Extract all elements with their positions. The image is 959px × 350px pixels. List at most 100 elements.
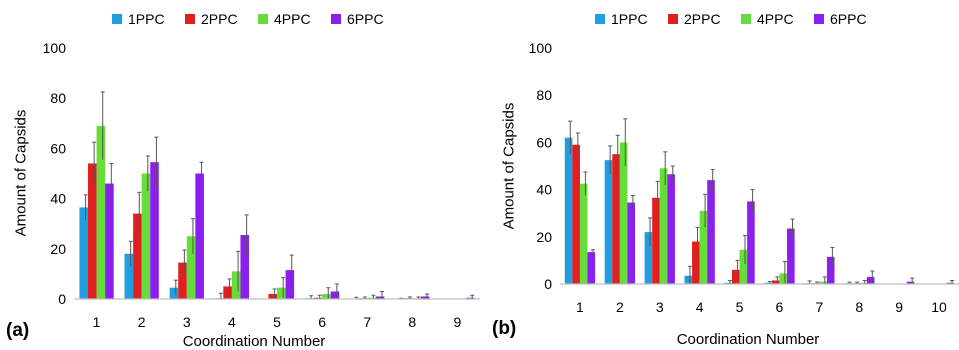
x-axis-title-b: Coordination Number (677, 331, 820, 348)
error-bar (109, 162, 114, 204)
error-bar (379, 290, 384, 299)
y-tick-label-a: 40 (50, 191, 66, 207)
legend-swatch-1ppc (112, 14, 122, 24)
x-tick-label-a: 4 (228, 314, 236, 330)
bar-b-4ppc-3 (659, 168, 668, 284)
error-bar (100, 91, 105, 160)
error-bar (743, 235, 748, 264)
bar-b-6ppc-9 (906, 281, 915, 284)
error-bar (687, 265, 692, 284)
bar-b-6ppc-2 (627, 202, 636, 284)
error-bar (92, 141, 97, 185)
y-tick-label-b: 40 (536, 182, 552, 198)
bar-b-2ppc-2 (612, 154, 620, 284)
error-bar (334, 283, 339, 299)
x-tick-label-b: 6 (776, 299, 784, 315)
bar-b-6ppc-1 (587, 252, 596, 284)
error-bar (648, 217, 653, 247)
legend-swatch-6ppc (331, 14, 341, 24)
error-bar (615, 134, 620, 174)
bar-a-1ppc-1 (79, 207, 88, 299)
x-tick-label-a: 7 (363, 314, 371, 330)
error-bar (371, 294, 376, 299)
error-bar (775, 276, 780, 284)
bar-a-4ppc-5 (277, 287, 286, 299)
bar-a-2ppc-4 (223, 286, 232, 299)
error-bar (154, 136, 159, 188)
bar-a-6ppc-9 (466, 297, 475, 299)
error-bar (317, 294, 322, 299)
error-bar (145, 155, 150, 192)
legend-b: 1PPC 2PPC 4PPC 6PPC (595, 11, 867, 27)
bar-a-2ppc-3 (178, 262, 187, 299)
error-bar (244, 214, 249, 256)
error-bar (910, 277, 915, 284)
error-bar (199, 161, 204, 185)
x-tick-label-b: 4 (696, 299, 704, 315)
bar-a-4ppc-2 (141, 173, 151, 299)
bar-b-6ppc-6 (787, 228, 795, 284)
panel-label-b: (b) (492, 318, 516, 339)
y-tick-label-b: 0 (544, 276, 552, 292)
bar-a-2ppc-2 (133, 213, 142, 299)
bar-b-4ppc-2 (619, 142, 628, 284)
error-bar (289, 254, 294, 286)
bar-a-4ppc-4 (231, 271, 241, 299)
error-bar (695, 226, 700, 256)
panel-b: 1PPC 2PPC 4PPC 6PPC Amount of Capsids Coord… (492, 11, 959, 348)
x-tick-label-b: 8 (855, 299, 863, 315)
error-bar (830, 246, 835, 267)
error-bar (670, 165, 675, 183)
error-bar (425, 293, 430, 299)
bar-a-6ppc-5 (285, 270, 295, 299)
bar-a-6ppc-7 (375, 296, 385, 299)
x-tick-label-a: 1 (93, 314, 101, 330)
error-bar (137, 191, 142, 235)
error-bar (128, 240, 133, 267)
error-bar (568, 120, 573, 155)
error-bar (630, 195, 635, 210)
bar-b-6ppc-4 (707, 180, 715, 284)
error-bar (782, 261, 787, 284)
x-tick-label-b: 5 (736, 299, 744, 315)
y-tick-label-b: 20 (536, 229, 552, 245)
legend-label-1ppc: 1PPC (611, 11, 648, 27)
x-tick-label-b: 1 (576, 299, 584, 315)
error-bar (663, 151, 668, 185)
bar-b-2ppc-3 (652, 197, 660, 284)
bar-b-1ppc-3 (644, 232, 653, 284)
error-bar (750, 189, 755, 214)
x-tick-label-a: 5 (273, 314, 281, 330)
error-bar (583, 171, 588, 196)
bar-b-6ppc-7 (826, 256, 835, 284)
error-bar (655, 180, 660, 215)
bar-a-6ppc-4 (240, 235, 250, 299)
error-bar (182, 249, 187, 276)
bar-a-2ppc-1 (87, 163, 97, 299)
bar-a-1ppc-2 (124, 253, 134, 299)
legend-label-1ppc: 1PPC (128, 11, 165, 27)
bar-a-2ppc-5 (268, 293, 277, 299)
bar-b-4ppc-7 (819, 281, 827, 284)
bar-a-6ppc-1 (105, 183, 114, 299)
x-tick-label-a: 6 (318, 314, 326, 330)
bar-a-4ppc-6 (322, 293, 331, 299)
bar-a-6ppc-8 (420, 296, 430, 299)
legend-swatch-2ppc (668, 14, 678, 24)
bar-a-6ppc-6 (330, 291, 340, 299)
panel-label-a: (a) (6, 320, 29, 341)
x-tick-label-a: 3 (183, 314, 191, 330)
x-axis-title-a: Coordination Number (183, 333, 326, 350)
error-bar (470, 294, 475, 299)
error-bar (83, 194, 88, 220)
panel-a: 1PPC 2PPC 4PPC 6PPC Amount of Capsids Coord… (6, 11, 480, 350)
bar-b-1ppc-1 (564, 137, 573, 284)
legend-swatch-6ppc (814, 14, 824, 24)
y-tick-label-b: 80 (536, 87, 552, 103)
x-tick-label-a: 9 (454, 314, 462, 330)
error-bar (575, 132, 580, 157)
error-bar (173, 279, 178, 296)
bar-a-4ppc-1 (96, 125, 106, 299)
bar-a-6ppc-2 (150, 162, 159, 299)
